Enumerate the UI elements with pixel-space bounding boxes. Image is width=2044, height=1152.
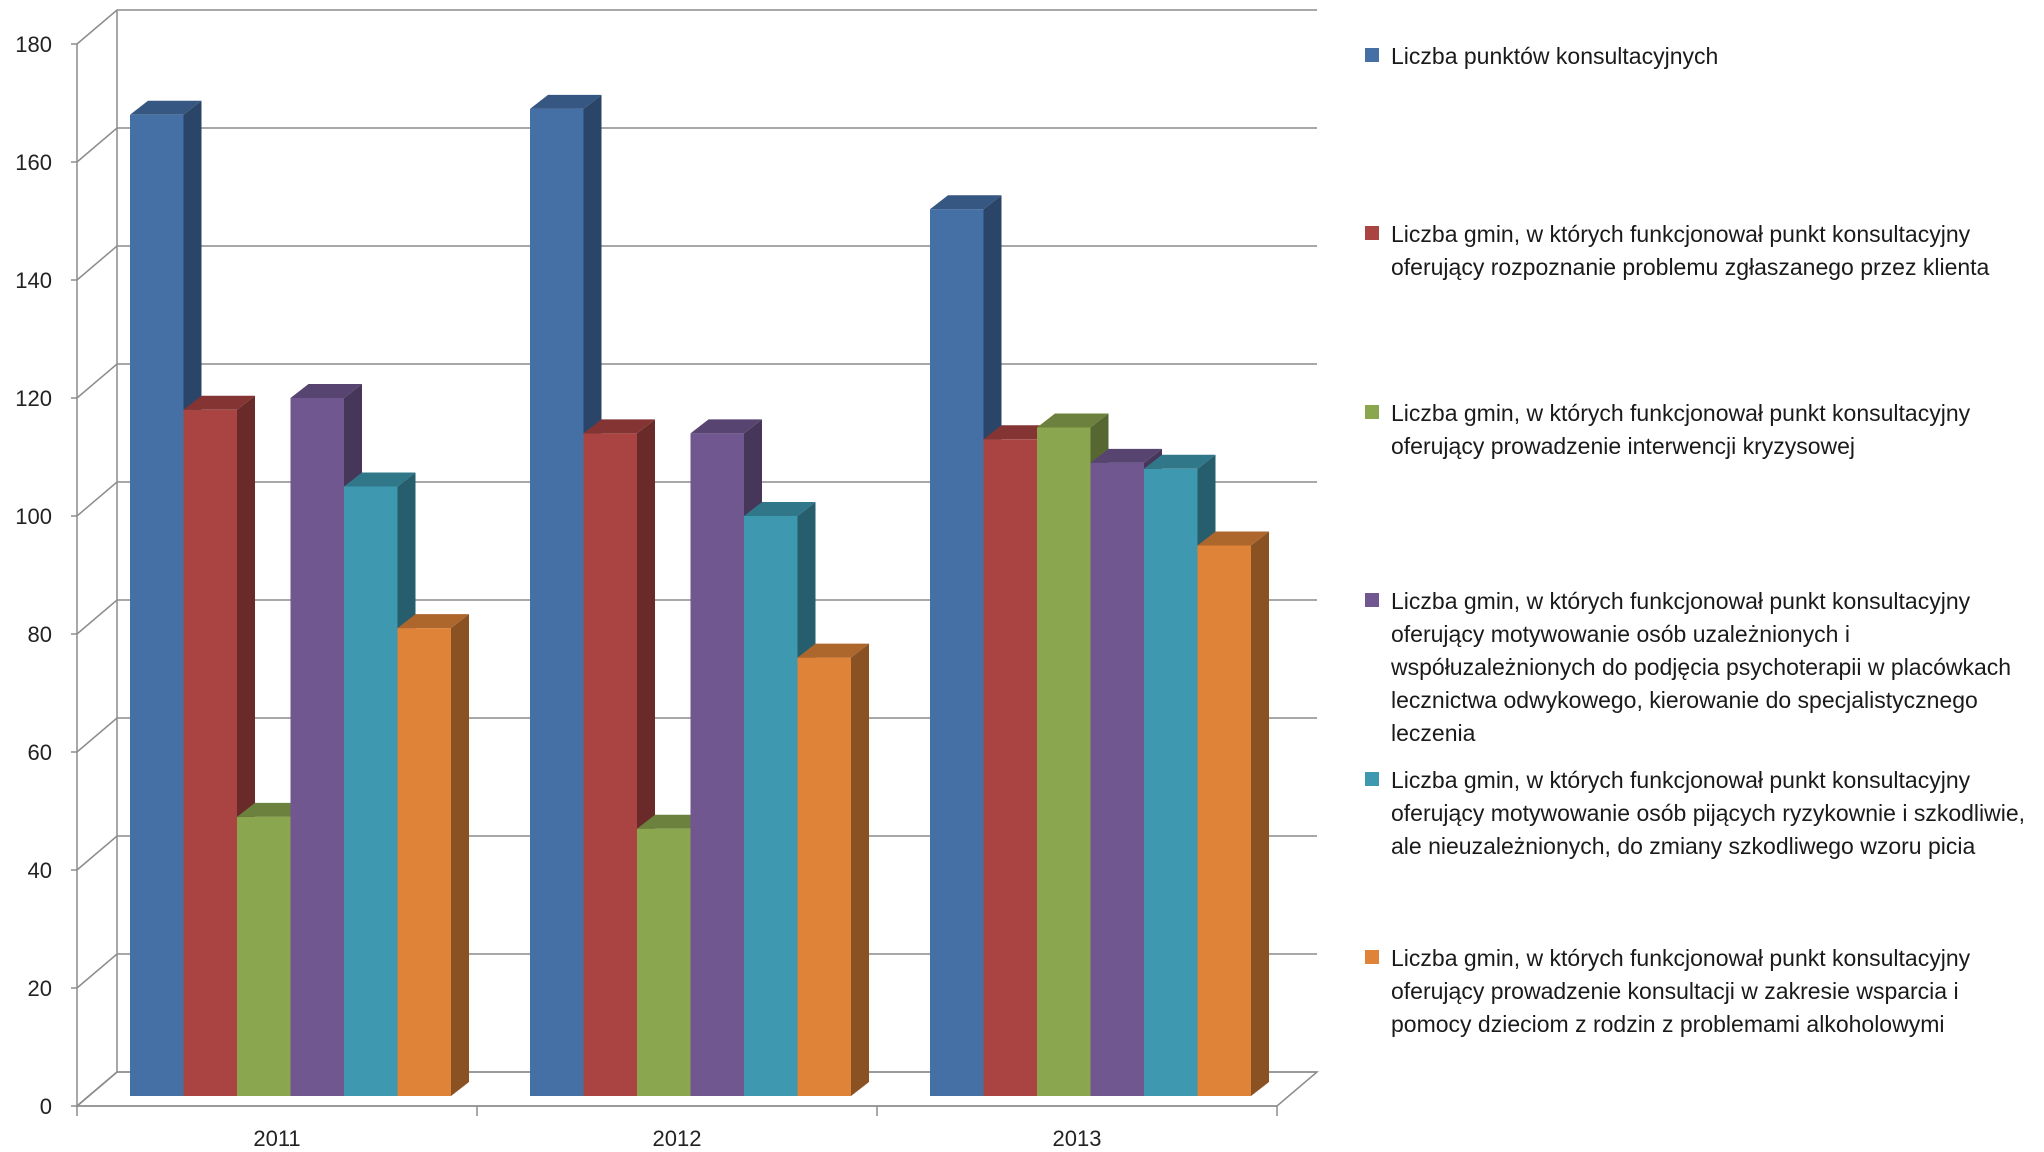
gridline xyxy=(76,717,1317,753)
legend-swatch xyxy=(1365,593,1379,607)
bar-top xyxy=(930,195,1002,210)
x-category-label: 2011 xyxy=(253,1126,300,1151)
legend-swatch xyxy=(1365,226,1379,240)
legend-swatch xyxy=(1365,772,1379,786)
bar-side xyxy=(851,643,869,1096)
bar-top xyxy=(130,100,202,115)
legend-label: Liczba gmin, w których funkcjonował punk… xyxy=(1391,400,1971,459)
bar-front xyxy=(983,439,1037,1096)
gridline xyxy=(76,245,1317,281)
legend-item: Liczba gmin, w których funkcjonował punk… xyxy=(1365,397,2035,463)
legend-label: Liczba gmin, w których funkcjonował punk… xyxy=(1391,221,1990,280)
y-tick-label: 20 xyxy=(28,976,52,1001)
bar xyxy=(1197,531,1269,1096)
gridline xyxy=(76,127,1317,163)
bar-top xyxy=(744,502,816,516)
bar xyxy=(583,419,655,1096)
bars xyxy=(130,94,1269,1097)
gridline xyxy=(76,363,1317,399)
bar-top xyxy=(1090,448,1162,463)
bar-front xyxy=(237,816,291,1096)
gridline xyxy=(76,953,1317,989)
bar-top xyxy=(583,419,655,434)
gridline xyxy=(76,1071,1317,1107)
axes xyxy=(71,43,1278,1116)
bar-top xyxy=(690,419,762,434)
y-tick-label: 100 xyxy=(15,504,52,529)
y-tick-label: 60 xyxy=(28,740,52,765)
legend-swatch xyxy=(1365,405,1379,419)
bar-front xyxy=(344,486,398,1096)
y-tick-label: 160 xyxy=(15,150,52,175)
y-tick-label: 120 xyxy=(15,386,52,411)
y-tick-label: 180 xyxy=(15,32,52,57)
y-tick-label: 0 xyxy=(40,1094,52,1119)
bar-front xyxy=(130,114,184,1097)
legend-label: Liczba gmin, w których funkcjonował punk… xyxy=(1391,767,2026,859)
bar-top xyxy=(1037,413,1109,428)
bar-front xyxy=(290,398,344,1096)
legend-label: Liczba punktów konsultacyjnych xyxy=(1391,43,1719,69)
y-tick-label: 140 xyxy=(15,268,52,293)
legend-swatch xyxy=(1365,950,1379,964)
x-category-labels: 2011 2012 2013 xyxy=(253,1126,1101,1151)
legend-swatch xyxy=(1365,48,1379,62)
bar-front xyxy=(530,108,584,1096)
bar-front xyxy=(397,628,451,1096)
bar xyxy=(397,614,469,1096)
legend-label: Liczba gmin, w których funkcjonował punk… xyxy=(1391,945,1971,1037)
gridlines xyxy=(76,9,1317,1107)
bar-front xyxy=(930,209,984,1096)
bar xyxy=(797,643,869,1096)
legend-item: Liczba gmin, w których funkcjonował punk… xyxy=(1365,218,2035,284)
bar-top xyxy=(1144,454,1216,469)
bar-top xyxy=(397,614,469,629)
bar-side xyxy=(1251,531,1269,1096)
bar-front xyxy=(1090,462,1144,1096)
bar-chart: 0 20 40 60 80 100 120 140 160 180 2011 2012 2013 xyxy=(15,9,1320,1151)
bar-front xyxy=(637,828,691,1096)
bar-front xyxy=(1197,545,1251,1096)
bar-top xyxy=(797,643,869,658)
x-category-label: 2012 xyxy=(653,1126,702,1151)
bar-side xyxy=(451,614,469,1096)
y-tick-label: 40 xyxy=(28,858,52,883)
legend-item: Liczba gmin, w których funkcjonował punk… xyxy=(1365,585,2035,750)
gridline xyxy=(76,9,1317,45)
legend-item: Liczba gmin, w których funkcjonował punk… xyxy=(1365,942,2035,1041)
bar-front xyxy=(583,433,637,1096)
legend-item: Liczba gmin, w których funkcjonował punk… xyxy=(1365,764,2035,863)
bar xyxy=(930,195,1002,1096)
bar-top xyxy=(344,472,416,487)
y-tick-label: 80 xyxy=(28,622,52,647)
gridline xyxy=(76,835,1317,871)
legend-item: Liczba punktów konsultacyjnych xyxy=(1365,40,1718,73)
bar-front xyxy=(183,409,237,1096)
bar-top xyxy=(530,94,602,109)
x-category-label: 2013 xyxy=(1053,1126,1102,1151)
bar-front xyxy=(797,657,851,1096)
bar-front xyxy=(744,516,798,1096)
bar-front xyxy=(690,433,744,1096)
bar-front xyxy=(1144,468,1198,1096)
legend-label: Liczba gmin, w których funkcjonował punk… xyxy=(1391,588,2012,746)
y-tick-labels: 0 20 40 60 80 100 120 140 160 180 xyxy=(15,32,52,1119)
bar-top xyxy=(1197,531,1269,546)
bar-top xyxy=(290,384,362,398)
bar-top xyxy=(183,395,255,410)
back-wall-edge xyxy=(76,10,118,1107)
gridline xyxy=(76,481,1317,517)
gridline xyxy=(76,599,1317,635)
bar-front xyxy=(1037,427,1091,1096)
